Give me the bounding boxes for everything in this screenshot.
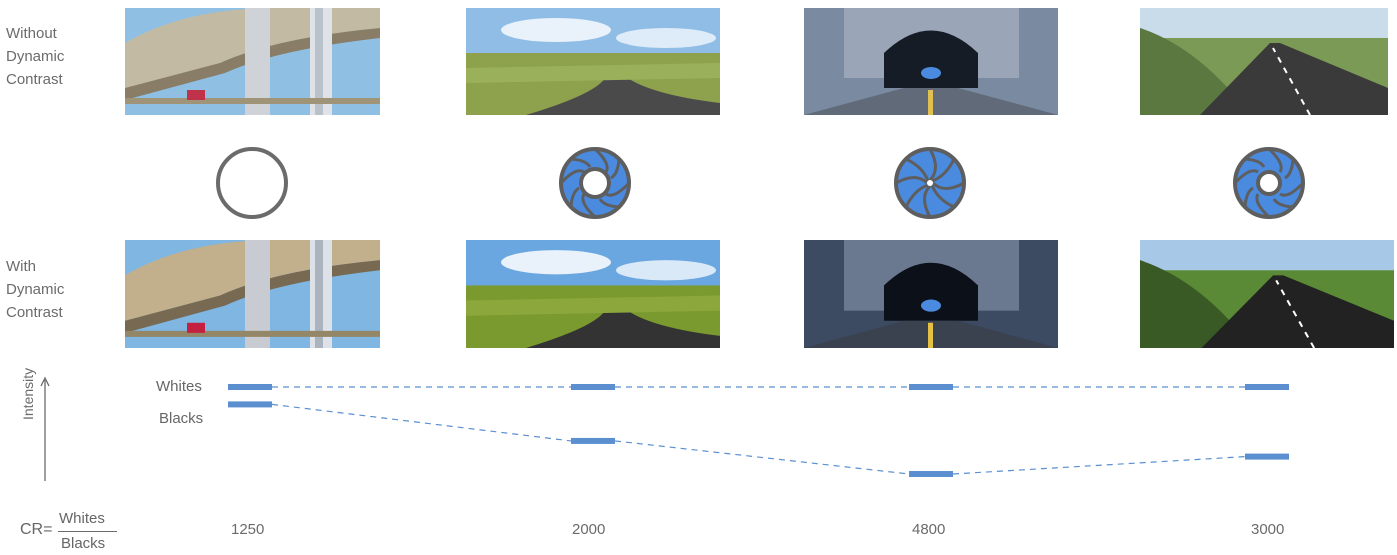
country-road-photo-without	[466, 8, 720, 115]
label-line: Contrast	[6, 71, 63, 88]
label-line: Dynamic	[6, 281, 65, 298]
intensity-chart	[40, 376, 1289, 481]
whites-level-marker	[228, 384, 272, 390]
blacks-level-marker	[228, 401, 272, 408]
blacks-level-marker	[1245, 453, 1289, 460]
aperture-medium-icon	[559, 147, 631, 219]
cr-value: 3000	[1251, 521, 1285, 538]
without-dynamic-contrast-label: Without Dynamic Contrast	[6, 22, 106, 91]
label-line: Dynamic	[6, 48, 65, 65]
motion-blur-road-photo-without	[1140, 8, 1388, 115]
whites-level-marker	[571, 384, 615, 390]
axis-arrow-icon	[40, 376, 50, 387]
cr-denominator: Blacks	[61, 535, 106, 552]
aperture-closed-icon	[894, 147, 966, 219]
aperture-medium-icon	[1233, 147, 1305, 219]
blacks-label: Blacks	[159, 410, 204, 427]
whites-label: Whites	[156, 378, 202, 395]
label-line: Without	[6, 25, 57, 42]
whites-level-marker	[909, 384, 953, 390]
blacks-dashed-line	[614, 440, 910, 475]
whites-level-marker	[1245, 384, 1289, 390]
label-line: Contrast	[6, 304, 63, 321]
cr-value: 2000	[572, 521, 606, 538]
tunnel-photo-with	[804, 240, 1058, 348]
tunnel-photo-without	[804, 8, 1058, 115]
blacks-dashed-line	[952, 456, 1246, 475]
with-dynamic-contrast-label: With Dynamic Contrast	[6, 255, 106, 324]
fraction-bar	[58, 531, 117, 532]
aperture-open-icon	[216, 147, 288, 219]
cr-prefix: CR=	[20, 521, 53, 538]
cr-value: 4800	[912, 521, 946, 538]
blacks-level-marker	[909, 471, 953, 477]
overpass-photo-without	[125, 8, 380, 115]
country-road-photo-with	[466, 240, 720, 348]
cr-value: 1250	[231, 521, 265, 538]
cr-numerator: Whites	[59, 510, 105, 527]
label-line: With	[6, 258, 36, 275]
blacks-level-marker	[571, 437, 615, 444]
overpass-photo-with	[125, 240, 380, 348]
blacks-dashed-line	[271, 403, 572, 442]
motion-blur-road-photo-with	[1140, 240, 1394, 348]
